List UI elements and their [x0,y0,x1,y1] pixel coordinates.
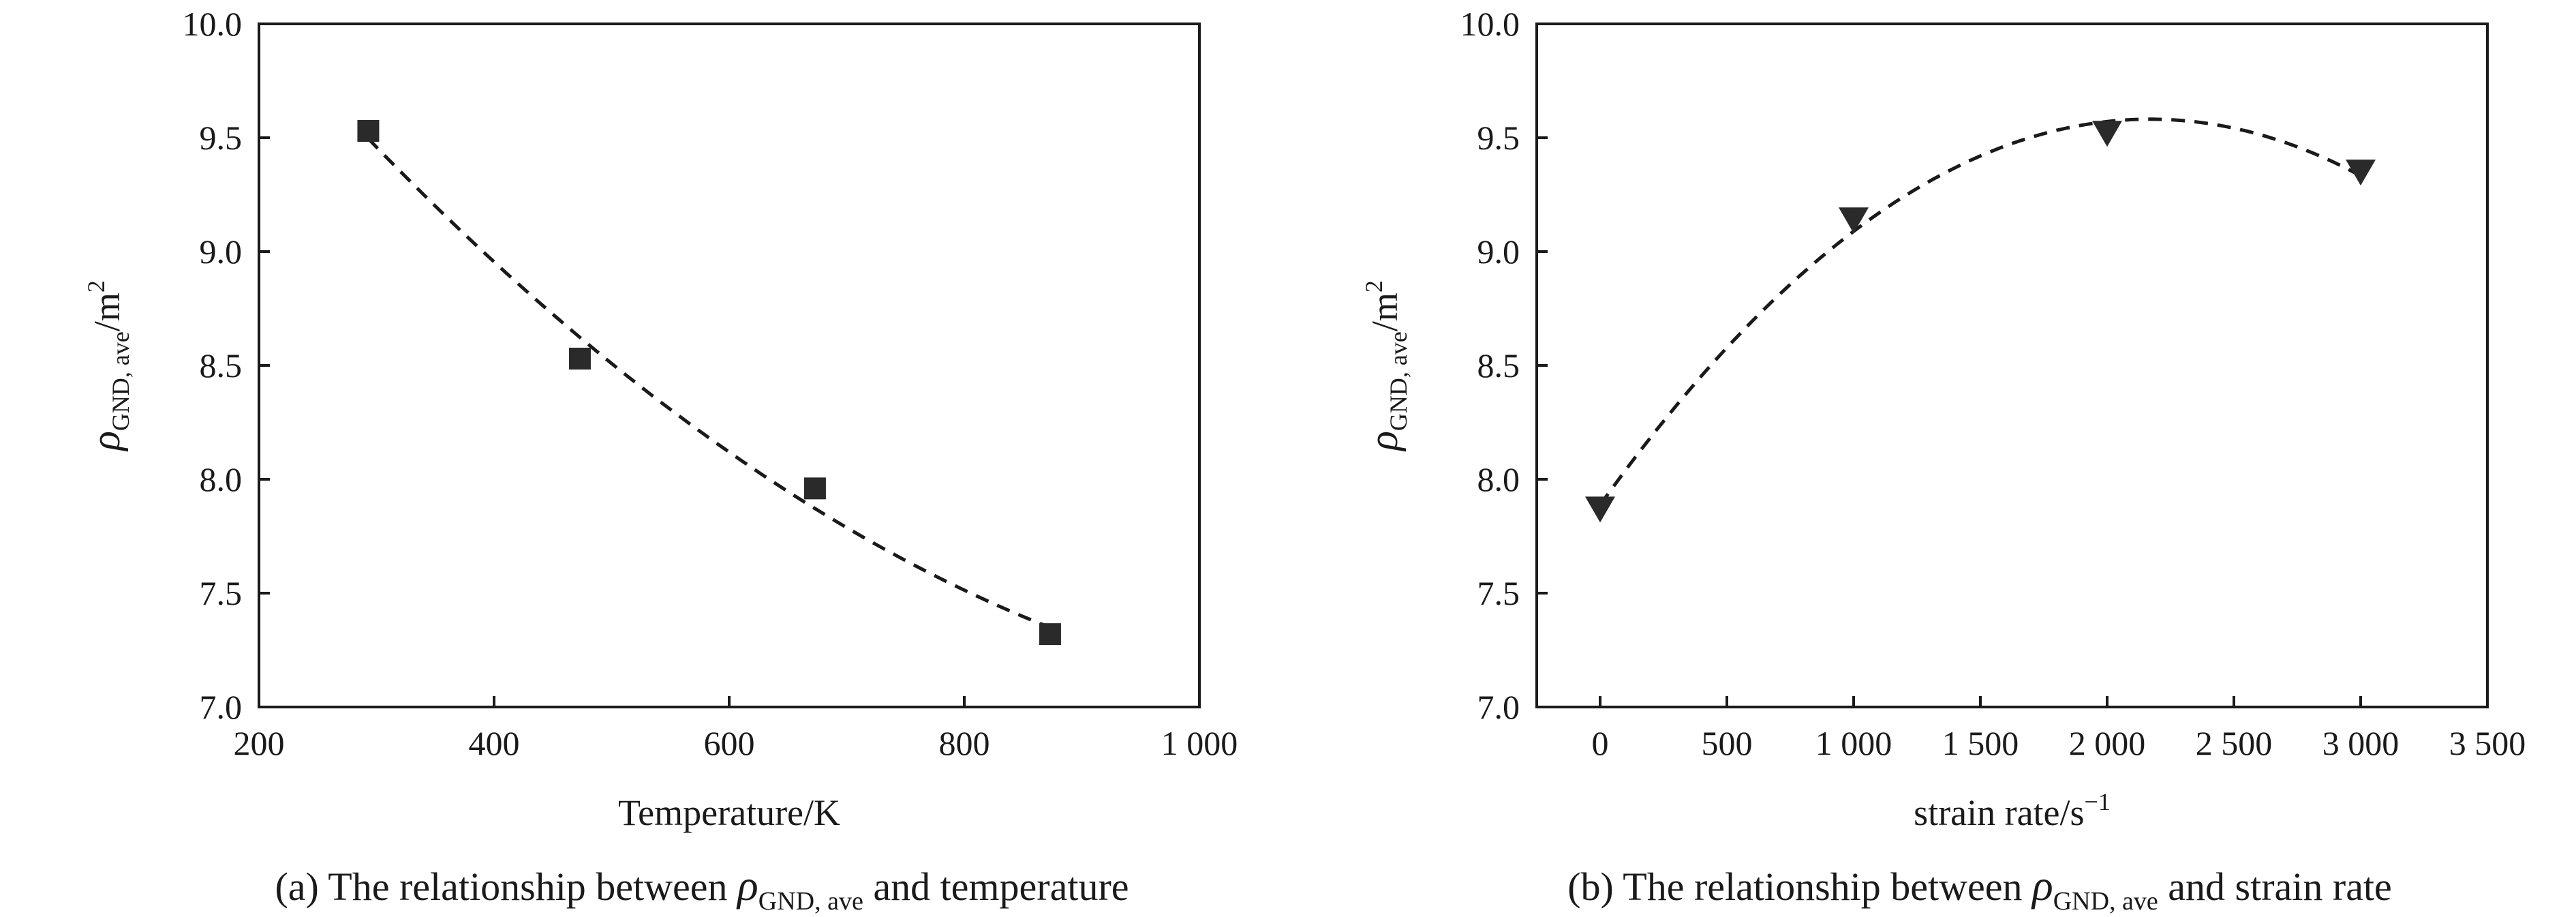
y-tick-label: 9.5 [1477,119,1520,157]
data-point [357,119,380,142]
caption-prefix: (b) The relationship between [1567,865,2032,909]
y-axis-label-symbol: ρ [83,431,128,452]
y-tick-label: 7.0 [200,688,243,726]
x-tick-label: 1 000 [1161,724,1238,762]
y-axis-label: ρGND, ave/m2 [82,280,134,452]
x-tick-label: 200 [234,724,285,762]
x-axis-label: strain rate/s−1 [1914,788,2111,833]
panel-b: 0 500 1 000 1 500 2 000 2 500 3 000 3 500 7.0 7.5… [1360,5,2526,916]
y-axis-label: ρGND, ave/m2 [1360,280,1412,452]
panel-a: 200 400 600 800 1 000 7.0 7.5 8.0 8.5 9.0 9.5 10.0 T… [82,5,1238,916]
caption-symbol: ρ [2031,861,2053,910]
x-axis-label-text: strain rate/s [1914,792,2084,833]
x-tick-label: 2 500 [2196,724,2273,762]
fit-curve [367,137,1051,629]
x-tick-label: 1 500 [1942,724,2019,762]
x-tick-label: 600 [704,724,755,762]
y-tick-label: 10.0 [1460,5,1520,43]
fit-curve [1598,117,2362,507]
x-tick-label: 400 [469,724,520,762]
data-point [1585,496,1615,523]
data-point [803,477,826,500]
data-point [1039,623,1061,646]
plot-frame [1535,22,2489,708]
data-point [1839,207,1869,234]
y-tick-label: 7.0 [1477,688,1520,726]
x-tick-label: 2 000 [2069,724,2146,762]
y-tick-label: 8.0 [200,460,243,498]
y-axis-label-superscript: 2 [82,280,110,292]
data-point [2346,160,2376,186]
y-axis-label-subscript: GND, ave [107,331,134,431]
caption-subscript: GND, ave [2053,887,2158,916]
x-axis-label: Temperature/K [618,792,840,833]
y-tick-label: 7.5 [200,574,243,612]
y-tick-label: 8.5 [200,346,243,385]
x-tick-label: 3 500 [2449,724,2526,762]
figure-caption: (b) The relationship between ρGND, ave a… [1567,861,2392,916]
y-axis-label-unit: /m [87,292,127,331]
y-tick-label: 8.5 [1477,346,1520,385]
x-tick-label: 0 [1592,724,1609,762]
y-tick-label: 9.0 [200,232,243,271]
caption-subscript: GND, ave [758,887,863,916]
x-axis-label-superscript: −1 [2085,788,2111,815]
y-axis-label-unit: /m [1364,292,1405,331]
caption-symbol: ρ [736,861,758,910]
y-axis-label-subscript: GND, ave [1385,331,1412,431]
caption-suffix: and temperature [863,865,1129,909]
data-point [2092,121,2122,147]
x-tick-label: 3 000 [2322,724,2399,762]
y-tick-label: 8.0 [1477,460,1520,498]
x-tick-label: 500 [1702,724,1753,762]
figure-caption: (a) The relationship between ρGND, ave a… [275,861,1129,916]
x-tick-label: 800 [939,724,990,762]
caption-suffix: and strain rate [2158,865,2392,909]
x-tick-label: 1 000 [1815,724,1892,762]
y-axis-label-superscript: 2 [1360,280,1387,292]
data-point [568,347,591,370]
plot-frame [258,22,1201,708]
y-tick-label: 7.5 [1477,574,1520,612]
y-axis-label-symbol: ρ [1361,431,1406,452]
caption-prefix: (a) The relationship between [275,865,737,909]
y-tick-label: 9.0 [1477,232,1520,271]
y-tick-label: 10.0 [183,5,243,43]
y-tick-label: 9.5 [200,119,243,157]
